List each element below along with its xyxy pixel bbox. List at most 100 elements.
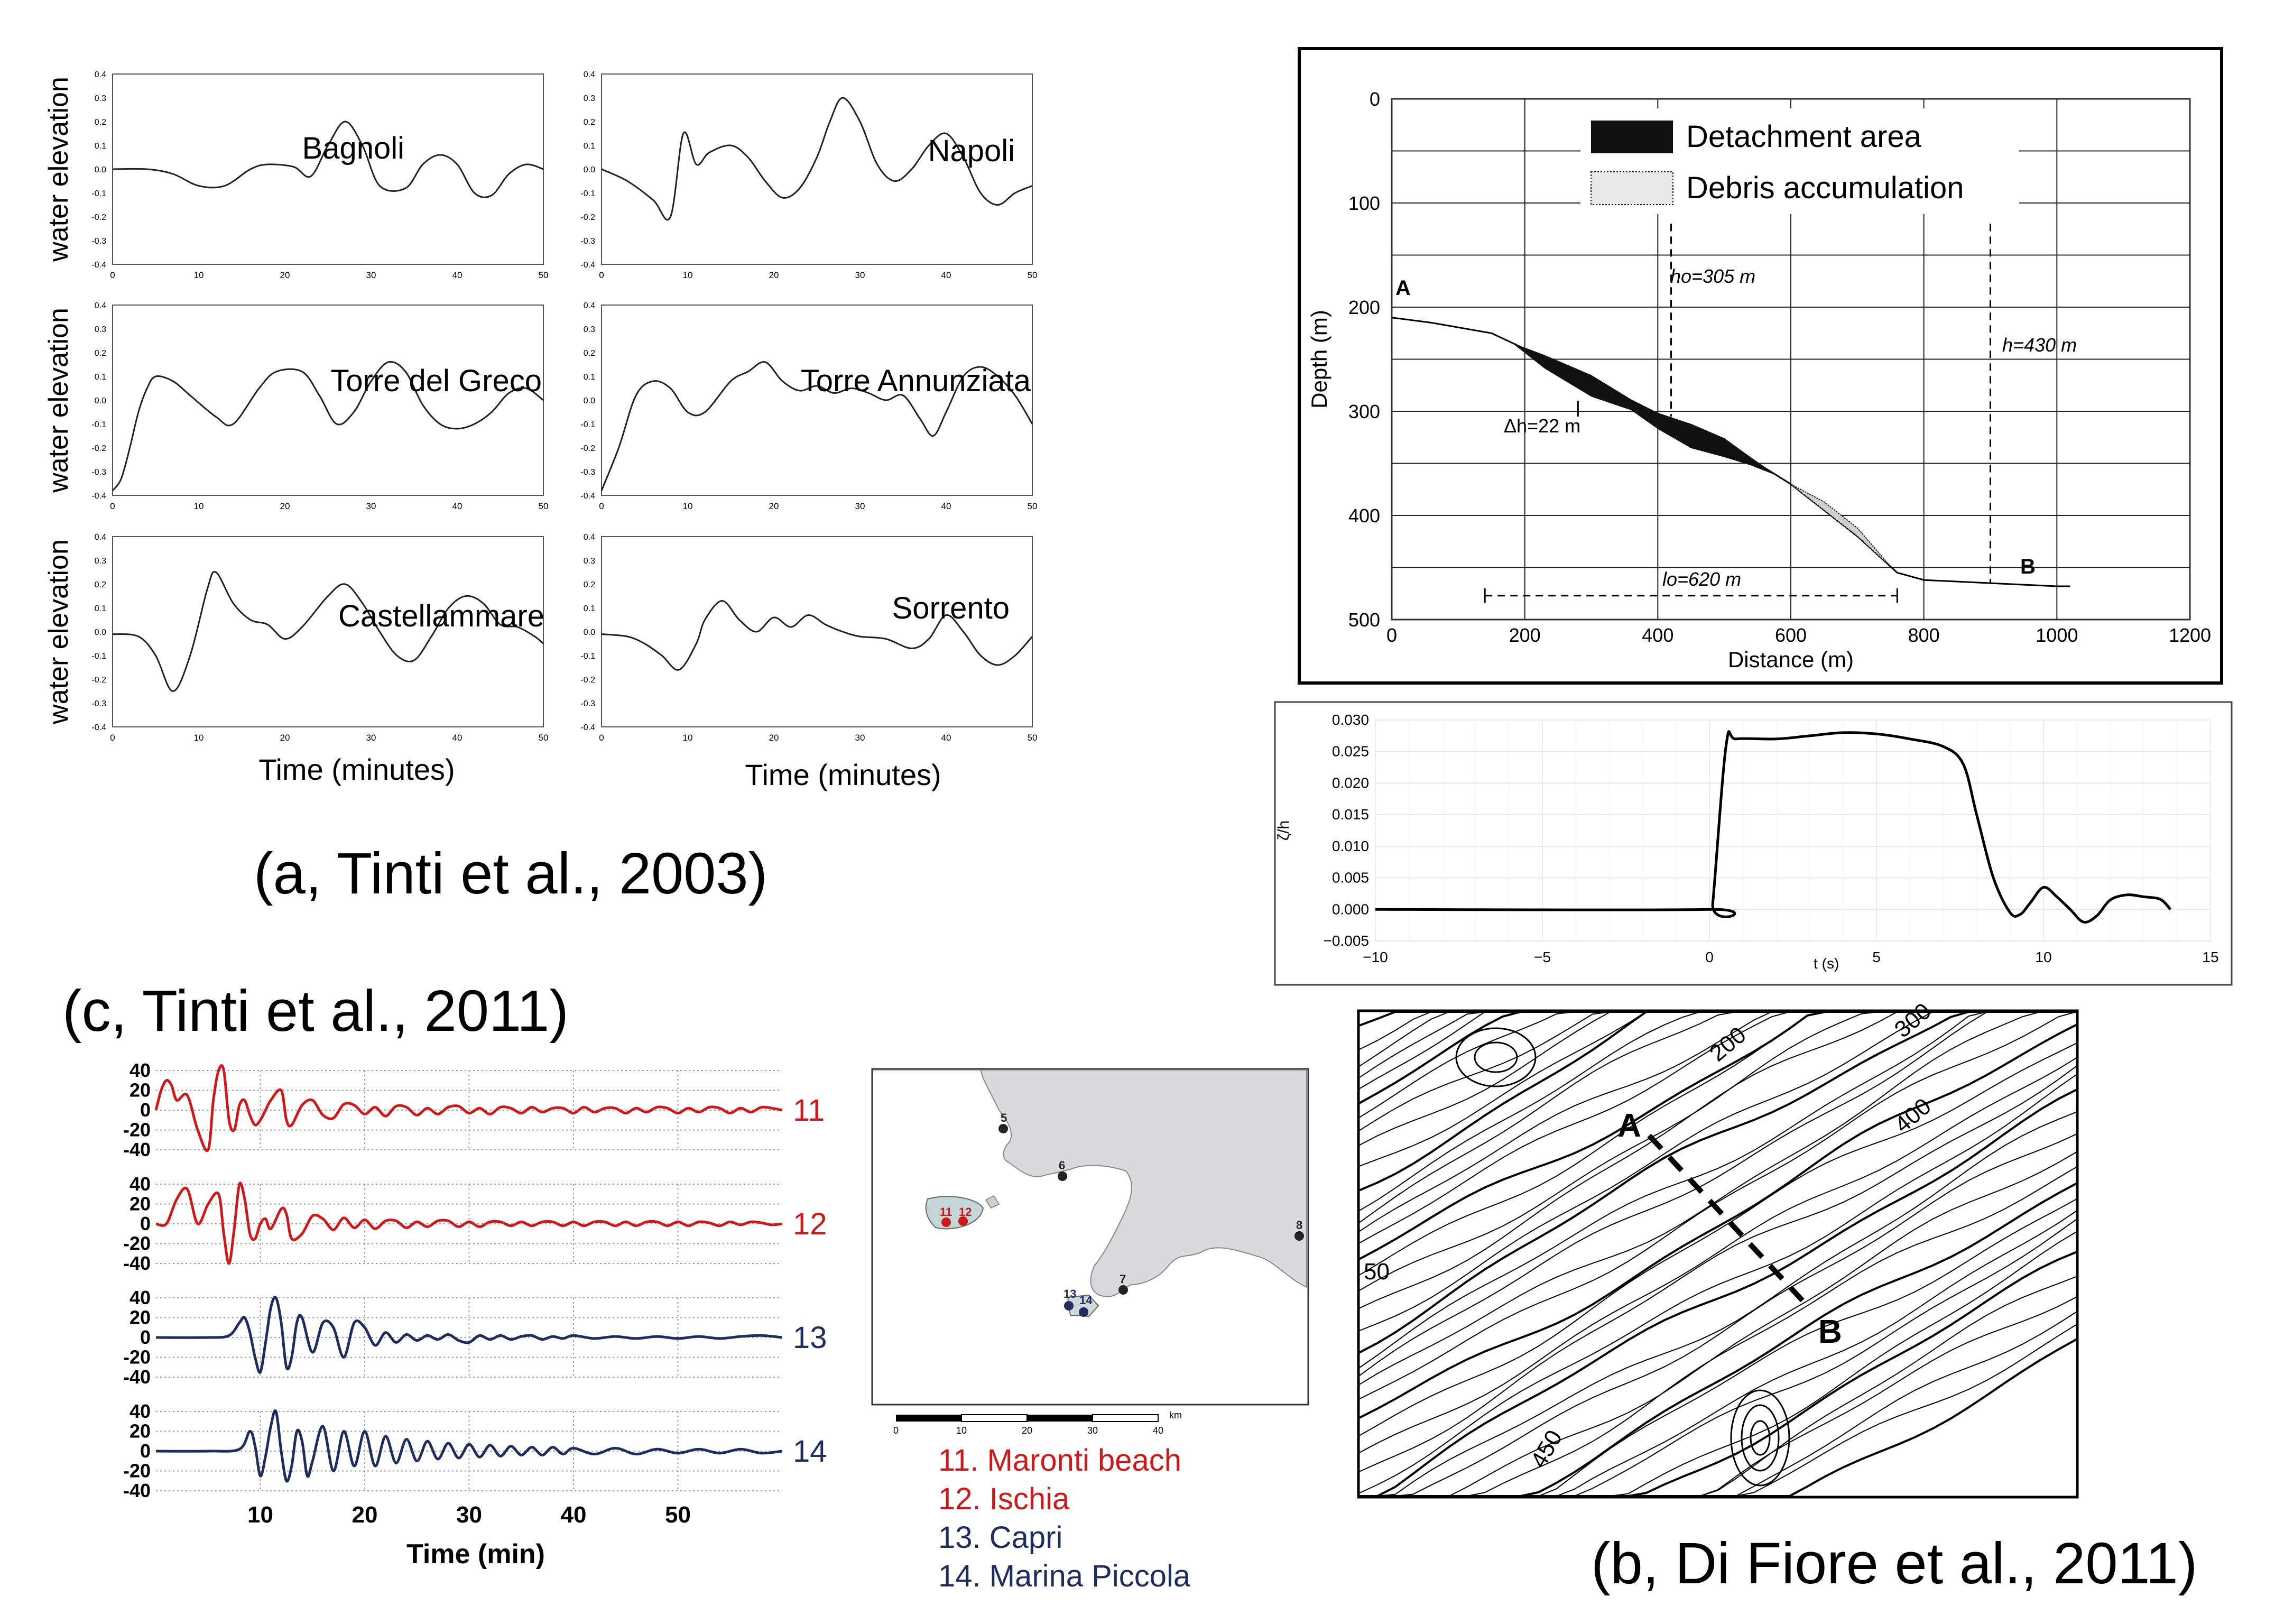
x-tick-label: 40 (452, 501, 463, 511)
gulf-of-naples-map: 5 6 7 8 11 12 13 14 0 10 20 30 40 km 11. Maront… (871, 1068, 1309, 1593)
x-tick-label: 30 (456, 1502, 482, 1528)
bathymetry-contour (1360, 1133, 2077, 1497)
panel-b-bathymetry-contour-map: A B 50 200 300 400 450 (1357, 998, 2079, 1499)
x-tick-label: 30 (855, 733, 865, 743)
x-tick-label: 0 (1705, 949, 1714, 965)
x-tick-label: 20 (769, 501, 779, 511)
y-tick-label: -0.1 (580, 420, 595, 429)
subplot-napoli: 0 10 20 30 40 50 0.4 0.3 0.2 0.1 0.0 -0.1 -0.2 -0.3 -0… (580, 70, 1037, 280)
x-tick-label: 50 (1028, 733, 1038, 743)
bathymetry-contour (1359, 1011, 2077, 1399)
debris-accumulation-band (1790, 484, 1891, 567)
scale-segment (1092, 1414, 1159, 1422)
y-tick-label: 40 (130, 1059, 151, 1081)
y-tick-label: 0.2 (95, 118, 106, 127)
map-capri-island (1067, 1294, 1099, 1317)
scale-label: 10 (956, 1425, 967, 1436)
x-tick-label: 50 (539, 733, 549, 743)
y-tick-label: -20 (123, 1233, 151, 1254)
x-tick-label: 0 (599, 270, 604, 280)
x-tick-label: 15 (2202, 949, 2218, 965)
x-tick-label: 30 (855, 270, 865, 280)
y-tick-label: 40 (130, 1400, 151, 1422)
y-tick-label: -0.3 (580, 237, 595, 246)
x-tick-label: 50 (665, 1502, 691, 1528)
x-tick-label: 40 (941, 733, 951, 743)
station-label: 14 (793, 1434, 827, 1469)
hill-contour (1474, 1041, 1518, 1073)
y-tick-label: 0.0 (584, 628, 595, 637)
contour-label-b: B (1818, 1314, 1842, 1350)
x-tick-label: 30 (366, 501, 376, 511)
x-tick-label: 20 (280, 501, 290, 511)
y-tick-label: 0.2 (95, 580, 106, 589)
y-tick-label: -0.1 (580, 189, 595, 198)
y-tick-label: 20 (130, 1307, 151, 1328)
x-tick-label: 0 (1386, 624, 1397, 646)
station-label: 11 (793, 1093, 825, 1128)
y-tick-label: 0 (140, 1440, 151, 1462)
series-line-station-11 (154, 1064, 783, 1152)
x-tick-label: 30 (366, 270, 376, 280)
y-tick-label: -0.1 (91, 652, 106, 661)
x-tick-label: 0 (110, 501, 115, 511)
x-axis-label: t (s) (1814, 955, 1839, 972)
panel-b-depth-profile-chart: Detachment area Debris accumulation 0 200 40… (1298, 47, 2223, 685)
map-legend-item: 12. Ischia (938, 1482, 1070, 1516)
y-tick-label: 0.000 (1332, 901, 1369, 917)
subplot-frame (601, 73, 1033, 265)
series-label: Sorrento (892, 591, 1010, 625)
legend-swatch-detachment (1591, 121, 1673, 153)
map-legend-item: 11. Maronti beach (938, 1443, 1181, 1478)
x-tick-label: 10 (247, 1502, 273, 1528)
y-tick-label: 20 (130, 1079, 151, 1101)
y-tick-label: -0.4 (580, 723, 595, 732)
y-tick-label: 0 (140, 1099, 151, 1121)
site-number: 14 (1079, 1294, 1093, 1307)
x-tick-label: −5 (1534, 949, 1551, 965)
y-tick-label: -0.2 (580, 444, 595, 453)
detachment-area-band (1511, 343, 1778, 476)
bathymetry-contour (1359, 1057, 2077, 1453)
x-axis-label: Time (minutes) (258, 753, 455, 786)
x-tick-label: 30 (366, 733, 376, 743)
y-tick-label: -0.4 (580, 492, 595, 501)
y-axis-label: water elevation (43, 308, 74, 493)
x-tick-label: 40 (941, 270, 951, 280)
x-tick-label: 10 (194, 733, 204, 743)
bathymetry-contour (1359, 1066, 2077, 1472)
bathymetry-contour (1360, 1151, 2077, 1497)
series-label: Castellammare (338, 599, 544, 633)
y-tick-label: 0.4 (584, 70, 595, 79)
y-tick-label: 100 (1348, 192, 1380, 214)
y-tick-label: 0.020 (1332, 774, 1369, 791)
site-number: 6 (1059, 1159, 1065, 1172)
series-line-torre-annunziata (600, 361, 1033, 491)
y-tick-label: -0.4 (580, 261, 595, 270)
subplot-bagnoli: 0 10 20 30 40 50 0.4 0.3 0.2 0.1 0.0 -0.1 -0.2 -0.3 -0… (91, 70, 548, 280)
x-tick-label: 50 (539, 501, 549, 511)
y-tick-label: 0.0 (95, 165, 106, 174)
x-tick-label: 800 (1908, 624, 1940, 646)
y-tick-label: 0.4 (95, 70, 106, 79)
x-tick-label: 40 (941, 501, 951, 511)
profile-annotation: h=430 m (2002, 334, 2077, 356)
y-tick-label: 0.0 (584, 396, 595, 405)
series-label: Torre del Greco (330, 364, 542, 398)
site-marker (1064, 1301, 1074, 1311)
x-tick-label: 30 (855, 501, 865, 511)
series-line-station-12 (155, 1182, 783, 1265)
y-tick-label: 0.2 (584, 118, 595, 127)
y-tick-label: 40 (130, 1287, 151, 1308)
y-tick-label: -0.4 (91, 492, 106, 501)
seamount-contour (1750, 1420, 1771, 1456)
map-ischia-island (925, 1196, 984, 1230)
y-tick-label: -0.1 (91, 189, 106, 198)
y-tick-label: -0.1 (580, 652, 595, 661)
y-tick-label: -40 (123, 1252, 151, 1274)
y-tick-label: 0.025 (1332, 743, 1369, 760)
y-tick-label: 0.1 (584, 604, 595, 613)
y-tick-label: 0.3 (584, 325, 595, 334)
